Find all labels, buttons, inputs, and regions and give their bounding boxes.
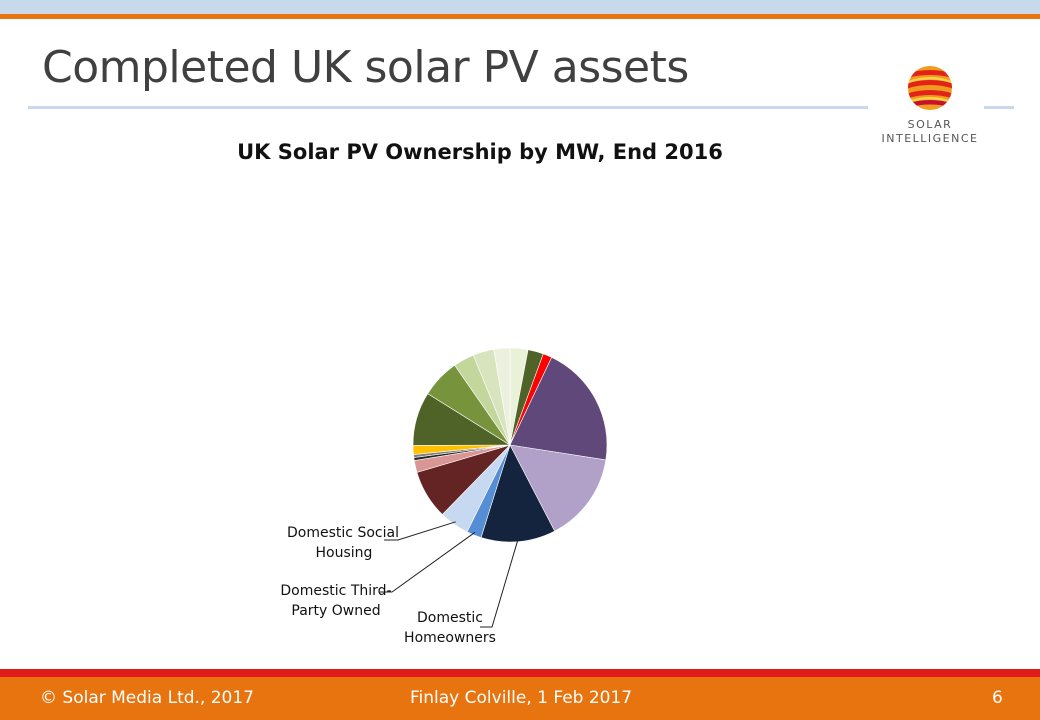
footer-copyright: © Solar Media Ltd., 2017 (40, 688, 254, 708)
logo-text-solar: SOLAR (907, 118, 953, 131)
pie-slices (412, 347, 608, 543)
callout-lines (380, 521, 519, 628)
pie-slice-5 (480, 444, 556, 543)
callout-thirdparty-line2: Party Owned (291, 603, 380, 619)
callout-leader-2 (480, 538, 519, 628)
solar-intelligence-logo: SOLAR INTELLIGENCE (870, 62, 990, 146)
footer-author-date: Finlay Colville, 1 Feb 2017 (410, 688, 633, 708)
callout-leader-1 (380, 531, 476, 593)
pie-slice-4 (509, 444, 607, 532)
chart-title: UK Solar PV Ownership by MW, End 2016 (237, 140, 723, 164)
top-band (0, 0, 1040, 14)
callout-leader-0 (384, 521, 456, 541)
pie-slice-3 (509, 357, 608, 461)
page-number: 6 (992, 688, 1003, 708)
top-rule (0, 14, 1040, 19)
callout-homeowners-line1: Domestic (417, 610, 483, 626)
callout-labels: Domestic Social Housing Domestic Third- … (280, 525, 496, 646)
callout-homeowners-line2: Homeowners (404, 630, 496, 646)
footer-bar: © Solar Media Ltd., 2017 Finlay Colville… (0, 677, 1040, 720)
callout-social-line1: Domestic Social (287, 525, 399, 541)
solar-logo-icon (908, 66, 952, 110)
page-title: Completed UK solar PV assets (42, 42, 689, 93)
callout-thirdparty-line1: Domestic Third- (280, 583, 391, 599)
callout-social-line2: Housing (316, 545, 373, 561)
logo-text-intelligence: INTELLIGENCE (881, 132, 979, 145)
footer-red-rule (0, 669, 1040, 677)
title-underline (28, 106, 868, 109)
title-underline-right (984, 106, 1014, 109)
pie-slice-17 (493, 347, 511, 446)
